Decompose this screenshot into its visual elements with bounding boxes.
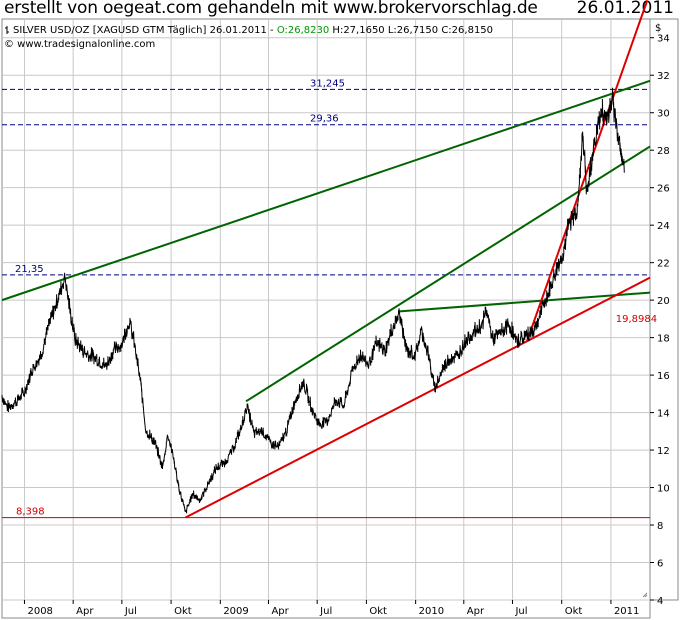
y-unit-label: $ [655, 23, 661, 34]
x-tick-label: Jul [124, 606, 137, 617]
annotation-label: 19,8984 [616, 314, 657, 325]
x-tick-label: Okt [565, 606, 583, 617]
x-tick-label: Okt [174, 606, 192, 617]
y-tick-label: 6 [657, 559, 663, 570]
x-axis-ticks: 2008 Apr Jul Okt 2009 Apr Jul Okt 2010 Apr Jul Okt 2… [23, 600, 639, 617]
y-tick-label: 26 [657, 184, 670, 195]
resize-corner-icon [642, 592, 648, 598]
plot-frame [1, 18, 651, 601]
page-title: erstellt von oegeat.com gehandeln mit ww… [4, 0, 538, 18]
level-label: 31,245 [310, 78, 345, 89]
x-tick-label: 2008 [27, 606, 52, 617]
y-tick-label: 22 [657, 259, 670, 270]
y-axis-ticks: 4 6 8 10 12 14 16 18 20 22 24 26 28 30 32 34 [650, 34, 670, 607]
x-tick-label: Apr [76, 606, 94, 617]
source-credit: © www.tradesignalonline.com [4, 39, 155, 50]
y-tick-label: 12 [657, 446, 670, 457]
trend-lines [1, 0, 651, 519]
y-tick-label: 30 [657, 109, 670, 120]
y-tick-label: 10 [657, 484, 670, 495]
y-tick-label: 8 [657, 521, 663, 532]
level-label: 8,398 [16, 507, 45, 518]
y-tick-label: 4 [657, 596, 663, 607]
y-tick-label: 16 [657, 371, 670, 382]
trend-line [185, 276, 651, 519]
annotations: 19,8984 [616, 314, 657, 325]
x-tick-label: Okt [369, 606, 387, 617]
y-tick-label: 18 [657, 334, 670, 345]
price-series-line [1, 87, 625, 514]
x-tick-label: Jul [514, 606, 527, 617]
level-label: 29,36 [310, 114, 339, 125]
y-tick-label: 32 [657, 71, 670, 82]
header-date: 26.01.2011 [576, 0, 674, 18]
x-tick-label: Jul [319, 606, 332, 617]
level-label: 21,35 [15, 264, 44, 275]
y-tick-label: 14 [657, 409, 670, 420]
chart-symbol-info: SILVER USD/OZ [XAGUSD GTM Täglich] 26.01… [13, 25, 493, 36]
trend-line [245, 145, 651, 403]
trend-line [525, 0, 649, 342]
y-tick-label: 28 [657, 146, 670, 157]
trend-line [1, 79, 651, 302]
horizontal-levels: 31,245 29,36 21,35 8,398 [2, 78, 650, 519]
bar-style-icon [5, 26, 9, 34]
header-bar: erstellt von oegeat.com gehandeln mit ww… [0, 0, 680, 20]
trend-line [399, 291, 651, 313]
x-tick-label: Apr [467, 606, 485, 617]
y-tick-label: 34 [657, 34, 670, 45]
x-tick-label: 2011 [614, 606, 639, 617]
y-axis-panel [649, 18, 679, 601]
chart-info: SILVER USD/OZ [XAGUSD GTM Täglich] 26.01… [4, 25, 493, 50]
x-tick-label: Apr [271, 606, 289, 617]
grid-lines [2, 19, 650, 601]
y-tick-label: 24 [657, 221, 670, 232]
x-tick-label: 2010 [419, 606, 444, 617]
x-tick-label: 2009 [223, 606, 248, 617]
y-tick-label: 20 [657, 296, 670, 307]
